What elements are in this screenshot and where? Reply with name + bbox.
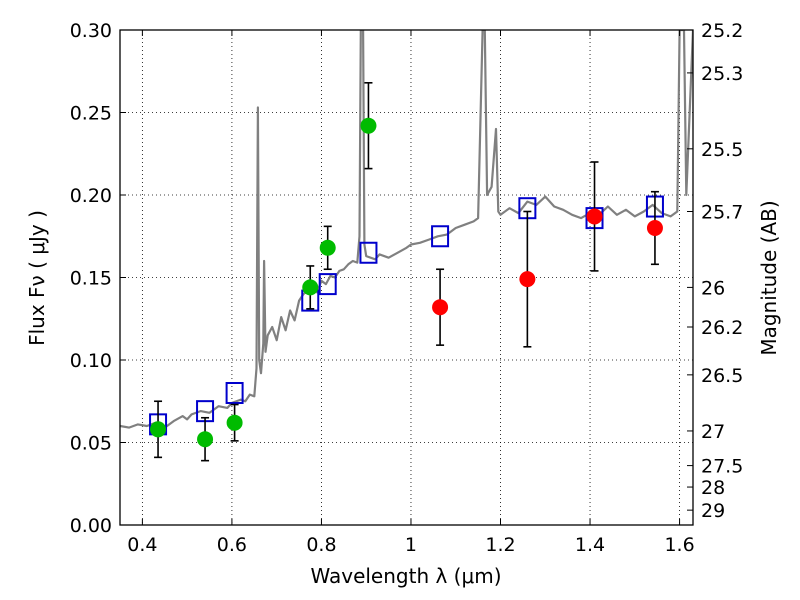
y2-tick-label: 26 <box>701 277 725 299</box>
y2-tick-label: 27 <box>701 421 725 443</box>
x-tick-label: 1.6 <box>664 534 694 556</box>
y-tick-label: 0.05 <box>70 433 112 455</box>
observed-point <box>586 208 603 225</box>
observed-point <box>319 239 336 256</box>
model-point <box>318 273 337 296</box>
y-tick-label: 0.20 <box>70 185 112 207</box>
y-axis-label: Flux Fν ( μJy ) <box>25 210 49 346</box>
observed-point <box>197 431 214 448</box>
y2-tick-label: 25.2 <box>701 20 743 42</box>
y2-tick-label: 27.5 <box>701 456 743 478</box>
y2-tick-label: 25.5 <box>701 139 743 161</box>
y2-tick-label: 29 <box>701 500 725 522</box>
y2-tick-label: 25.3 <box>701 63 743 85</box>
plot-area <box>120 30 693 462</box>
axes: 0.4 0.6 0.8 1 1.2 1.4 1.6 0.00 0.05 0.10 0.15 0.20 0… <box>70 20 744 556</box>
observed-point <box>302 279 319 296</box>
x-tick-label: 0.8 <box>306 534 336 556</box>
y2-axis-label: Magnitude (AB) <box>757 200 781 355</box>
y2-tick-label: 25.7 <box>701 202 743 224</box>
model-point <box>431 225 450 248</box>
plot-frame <box>119 29 694 526</box>
observed-point <box>646 220 663 236</box>
x-tick-label: 1.4 <box>575 534 605 556</box>
y2-tick-label: 26.2 <box>701 317 743 339</box>
x-tick-label: 0.4 <box>127 534 157 556</box>
x-tick-label: 1.2 <box>485 534 515 556</box>
observed-point <box>432 299 449 316</box>
x-axis-label: Wavelength λ (μm) <box>310 564 501 588</box>
spectrum-line <box>120 30 693 429</box>
y-tick-label: 0.15 <box>70 268 112 290</box>
y2-tick-label: 26.5 <box>701 365 743 387</box>
observed-point <box>226 414 243 431</box>
model-point <box>225 382 244 404</box>
y-tick-label: 0.10 <box>70 350 112 372</box>
observed-point <box>519 271 536 288</box>
x-tick-label: 1 <box>405 534 417 556</box>
y-tick-label: 0.30 <box>70 20 112 42</box>
grid <box>120 29 693 526</box>
x-tick-label: 0.6 <box>217 534 247 556</box>
y-tick-label: 0.00 <box>70 515 112 537</box>
observed-point <box>150 421 167 438</box>
y-tick-label: 0.25 <box>70 103 112 125</box>
observed-point <box>360 117 377 134</box>
model-point <box>359 241 378 264</box>
y2-tick-label: 28 <box>701 477 725 499</box>
